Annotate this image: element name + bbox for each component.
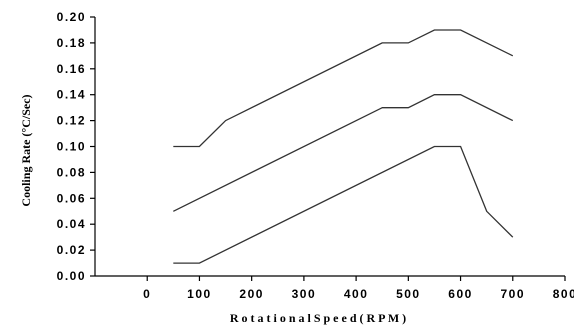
y-tick-label: 0.10 bbox=[57, 140, 86, 154]
y-tick-label: 0.02 bbox=[57, 243, 86, 257]
y-tick-label: 0.14 bbox=[57, 88, 86, 102]
y-tick-group: 0.00 0.02 0.04 0.06 0.08 0.10 0.12 0.14 0.16 0.18… bbox=[57, 10, 95, 283]
x-axis-title: R o t a t i o n a l S p e e d ( R P M ) bbox=[230, 311, 406, 325]
y-tick-label: 0.18 bbox=[57, 36, 86, 50]
series-line-3 bbox=[173, 145, 514, 264]
x-tick-label: 800 bbox=[553, 287, 574, 301]
x-tick-group: 0 100 200 300 400 500 600 700 800 bbox=[143, 276, 574, 301]
y-tick-label: 0.00 bbox=[57, 269, 86, 283]
x-tick-label: 600 bbox=[448, 287, 473, 301]
y-axis-title: Cooling Rate (°C/Sec) bbox=[19, 94, 33, 206]
x-tick-label: 100 bbox=[187, 287, 212, 301]
x-tick-label: 200 bbox=[239, 287, 264, 301]
y-tick-label: 0.08 bbox=[57, 165, 86, 179]
series-line-2 bbox=[173, 94, 514, 212]
x-tick-label: 400 bbox=[344, 287, 369, 301]
y-tick-label: 0.20 bbox=[57, 10, 86, 24]
x-tick-label: 0 bbox=[143, 287, 151, 301]
y-tick-label: 0.12 bbox=[57, 114, 86, 128]
x-tick-label: 300 bbox=[292, 287, 317, 301]
x-tick-label: 700 bbox=[501, 287, 526, 301]
axes bbox=[94, 17, 565, 277]
series-group bbox=[173, 29, 514, 264]
y-tick-label: 0.04 bbox=[57, 217, 86, 231]
series-line-1 bbox=[173, 29, 514, 148]
y-tick-label: 0.06 bbox=[57, 191, 86, 205]
y-tick-label: 0.16 bbox=[57, 62, 86, 76]
x-tick-label: 500 bbox=[396, 287, 421, 301]
